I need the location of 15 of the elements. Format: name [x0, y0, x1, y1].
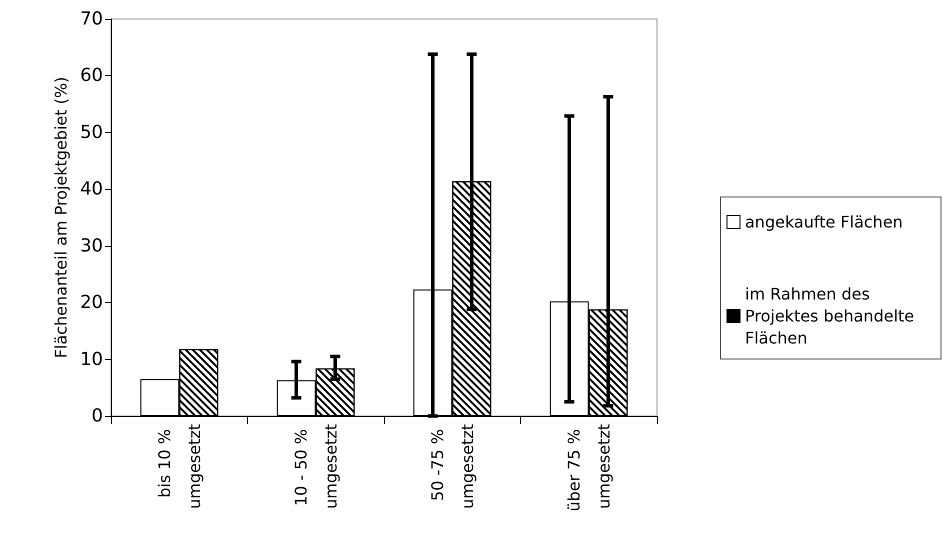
x-tick-label: bis 10 % umgesetzt: [154, 424, 204, 509]
x-tick-label: 50 -75 % umgesetzt: [428, 424, 477, 509]
y-tick-label: 20: [80, 292, 103, 314]
y-tick-label: 50: [80, 122, 103, 143]
y-axis-title: Flächenanteil am Projektgebiet (%): [52, 76, 71, 358]
y-tick-label: 0: [92, 406, 103, 426]
y-tick-label: 40: [80, 178, 103, 200]
y-tick-label: 70: [80, 8, 103, 30]
y-tick-label: 60: [80, 65, 103, 86]
x-tick-label: über 75 % umgesetzt: [564, 424, 614, 512]
y-tick-label: 10: [80, 348, 103, 370]
x-tick-label: 10 - 50 % umgesetzt: [291, 424, 340, 509]
legend-label: angekaufte Flächen: [745, 212, 903, 232]
legend-label: im Rahmen des Projektes behandelte Flächen: [745, 284, 920, 348]
y-tick-label: 30: [80, 235, 103, 256]
